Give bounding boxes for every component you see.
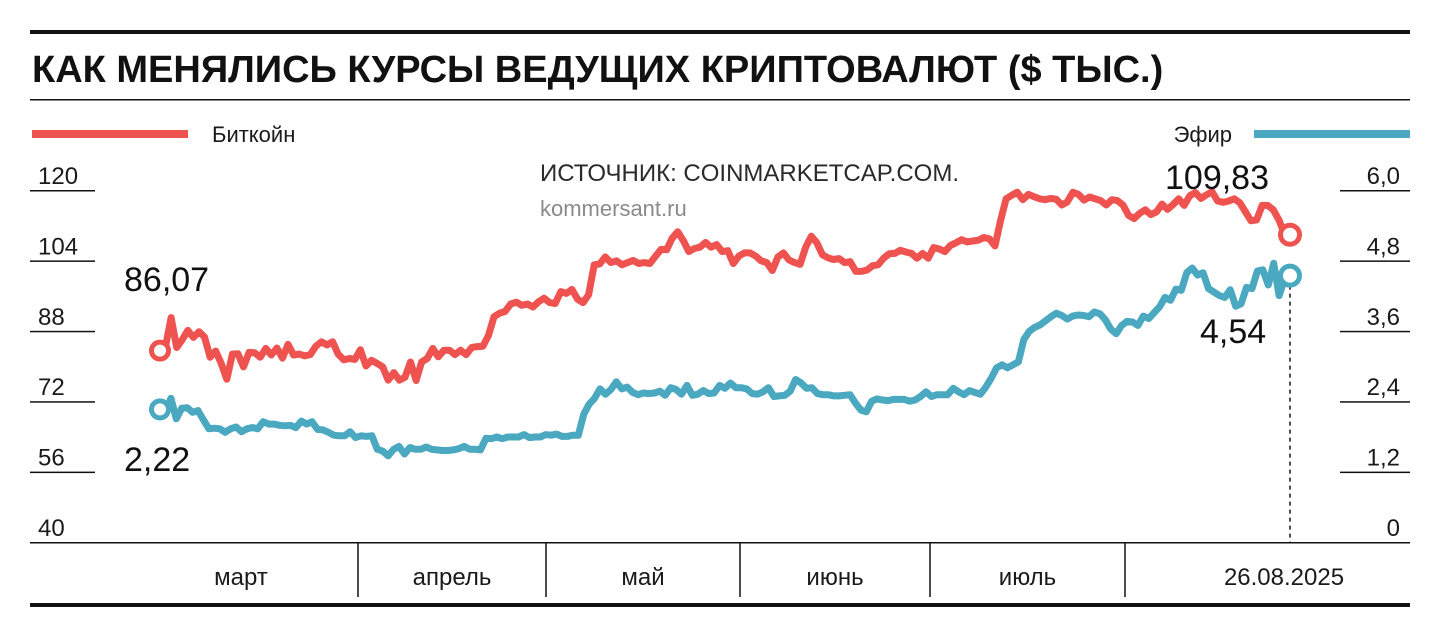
right-tick-label: 4,8 <box>1367 233 1400 260</box>
bitcoin-start-point <box>149 339 171 362</box>
legend-swatch-ether <box>1254 130 1410 138</box>
month-separator <box>739 543 741 597</box>
right-tick-label: 0 <box>1387 515 1400 542</box>
series-line-ether <box>156 259 1294 460</box>
ether-start-point <box>149 398 171 421</box>
chart-title: КАК МЕНЯЛИСЬ КУРСЫ ВЕДУЩИХ КРИПТОВАЛЮТ (… <box>32 49 1163 91</box>
month-separator <box>545 543 547 597</box>
month-label: июнь <box>806 564 863 591</box>
left-gridline <box>30 471 95 474</box>
series-line-bitcoin <box>156 188 1294 384</box>
site-text: kommersant.ru <box>540 196 687 221</box>
left-tick-label: 40 <box>38 515 65 542</box>
right-gridline <box>1340 330 1410 333</box>
right-gridline <box>1340 260 1410 262</box>
top-rule <box>30 30 1410 34</box>
x-axis-rule <box>30 542 1410 544</box>
right-tick-label: 6,0 <box>1367 163 1400 190</box>
month-separator <box>357 543 359 597</box>
left-tick-label: 88 <box>38 304 65 331</box>
legend-swatch-bitcoin <box>32 130 188 138</box>
right-tick-label: 1,2 <box>1367 445 1400 472</box>
legend-label-bitcoin: Биткойн <box>212 122 295 147</box>
month-label: май <box>621 564 664 591</box>
left-tick-label: 56 <box>38 445 65 472</box>
bitcoin-end-point <box>1278 222 1302 247</box>
right-axis: 6,0 4,8 3,6 2,4 1,2 0 <box>1340 163 1410 542</box>
right-gridline <box>1340 401 1410 403</box>
ether-end-point <box>1278 263 1302 288</box>
left-tick-label: 72 <box>38 374 65 401</box>
left-gridline <box>30 260 95 262</box>
right-gridline <box>1340 471 1410 474</box>
left-gridline <box>30 190 95 192</box>
legend-label-ether: Эфир <box>1174 122 1232 147</box>
right-gridline <box>1340 190 1410 192</box>
right-tick-label: 3,6 <box>1367 304 1400 331</box>
bottom-rule <box>30 603 1410 607</box>
bitcoin-start-label: 86,07 <box>124 261 209 299</box>
title-underline <box>30 99 1410 101</box>
month-label: март <box>214 564 268 591</box>
month-separator <box>929 543 931 597</box>
left-axis: 120 104 88 72 56 40 <box>30 163 95 542</box>
left-tick-label: 104 <box>38 233 78 260</box>
ether-end-label: 4,54 <box>1200 313 1266 351</box>
left-tick-label: 120 <box>38 163 78 190</box>
right-tick-label: 2,4 <box>1367 374 1400 401</box>
month-label: июль <box>999 564 1056 591</box>
month-separator <box>1124 543 1126 597</box>
x-axis: март апрель май июнь июль 26.08.2025 <box>214 543 1344 597</box>
bitcoin-end-label: 109,83 <box>1165 159 1269 197</box>
month-label: апрель <box>413 564 492 591</box>
ether-start-label: 2,22 <box>124 441 190 479</box>
left-gridline <box>30 401 95 403</box>
end-date-label: 26.08.2025 <box>1224 564 1344 591</box>
left-gridline <box>30 330 95 333</box>
source-text: ИСТОЧНИК: COINMARKETCAP.COM. <box>540 160 959 187</box>
